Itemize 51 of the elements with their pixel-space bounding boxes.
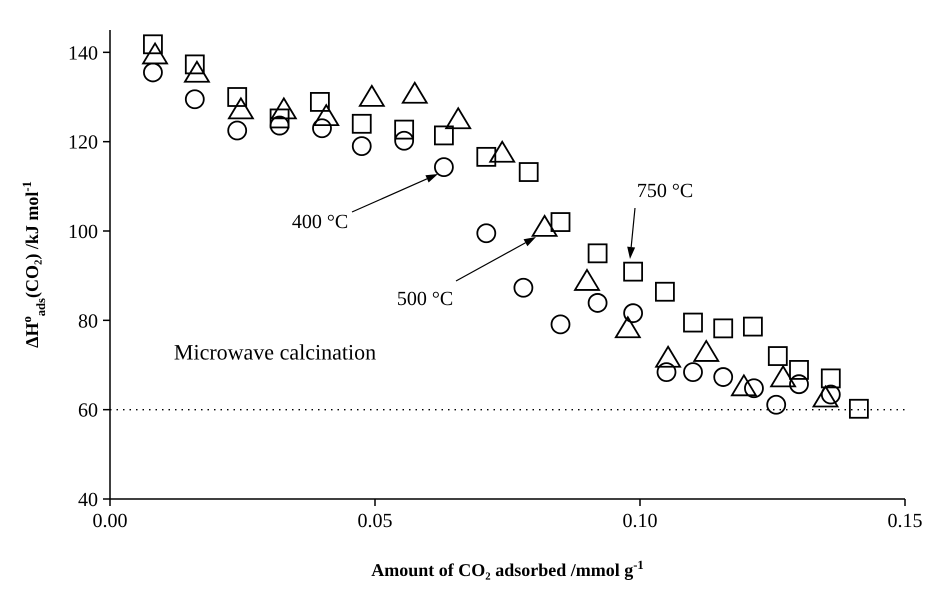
y-tick-label: 120 — [68, 132, 98, 154]
point — [588, 243, 608, 264]
y-tick-label: 140 — [68, 42, 98, 64]
point — [270, 108, 290, 128]
x-tick-label: 0.10 — [622, 510, 658, 532]
x-axis-title: Amount of CO₂ adsorbed /mmol g$^{-1}$ — [371, 558, 644, 580]
point — [655, 282, 675, 302]
point — [588, 293, 608, 313]
point — [184, 89, 205, 110]
annotation: 400 °C — [292, 211, 348, 233]
point — [742, 316, 763, 336]
point — [227, 87, 248, 107]
point — [434, 157, 454, 178]
point — [848, 398, 869, 419]
point — [820, 368, 841, 388]
point — [352, 136, 372, 156]
point — [789, 374, 809, 394]
y-tick-label: 100 — [68, 221, 98, 243]
point — [656, 362, 676, 382]
point — [623, 262, 644, 282]
annotation: 750 °C — [636, 180, 694, 202]
point — [550, 212, 570, 232]
point — [352, 114, 372, 134]
y-tick-label: 80 — [78, 310, 98, 332]
point — [713, 318, 734, 338]
y-tick-label: 60 — [78, 400, 98, 422]
x-tick-label: 0.05 — [358, 510, 392, 532]
annotation: Microwave calcination — [174, 340, 376, 365]
point — [312, 118, 332, 138]
point — [713, 367, 734, 387]
x-tick-label: 0.00 — [92, 510, 128, 532]
point — [476, 146, 496, 167]
y-tick-label: 40 — [78, 489, 98, 511]
point — [394, 120, 414, 140]
point — [227, 120, 248, 140]
annotation: 500 °C — [396, 288, 454, 310]
point — [789, 360, 809, 380]
point — [518, 162, 539, 182]
point — [623, 303, 644, 324]
x-tick-label: 0.15 — [888, 510, 922, 532]
point — [434, 126, 454, 146]
point — [476, 223, 496, 244]
point — [683, 362, 703, 382]
point — [394, 130, 414, 151]
point — [683, 312, 703, 332]
point — [766, 394, 786, 415]
point — [143, 62, 163, 82]
point — [310, 92, 330, 112]
point — [550, 314, 570, 334]
point — [768, 346, 788, 366]
point — [514, 278, 534, 298]
